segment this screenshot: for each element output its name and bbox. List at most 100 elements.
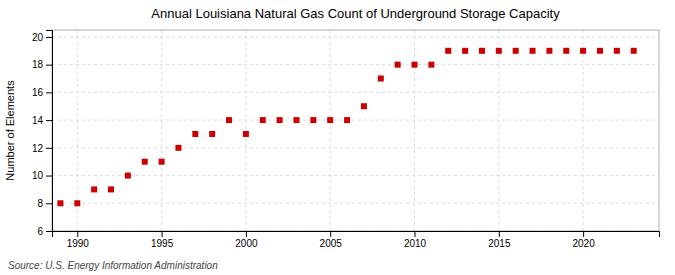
point [175,145,181,151]
tick: 2005 [320,231,343,249]
point [513,48,519,54]
tick-label: 20 [32,32,44,43]
point [310,117,316,123]
tick-mark [46,176,52,177]
grid-line [52,175,659,176]
point [614,48,620,54]
tick-mark [77,231,78,237]
grid-line [583,30,584,231]
tick: 2010 [404,231,427,249]
tick-mark [415,231,416,237]
tick-mark [46,120,52,121]
grid-line [161,30,162,231]
tick-label: 2000 [235,238,258,249]
grid-line [330,30,331,231]
point [327,117,333,123]
point [563,48,569,54]
tick: 18 [32,59,52,70]
tick-mark [46,203,52,204]
grid-line [498,30,499,231]
tick: 8 [37,198,52,209]
point [412,62,418,68]
point [57,200,63,206]
point [209,131,215,137]
point [142,159,148,165]
grid-line [414,30,415,231]
plot-frame [52,30,659,231]
tick-label: 2015 [488,238,511,249]
grid-line [52,64,659,65]
tick-label: 2005 [320,238,343,249]
tick: 2015 [488,231,511,249]
grid-line [52,120,659,121]
point [428,62,434,68]
tick-mark [162,231,163,237]
point [530,48,536,54]
tick-mark [46,231,52,232]
point [125,173,131,179]
point [159,159,165,165]
point [243,131,249,137]
tick: 12 [32,143,52,154]
source-note: Source: U.S. Energy Information Administ… [8,260,218,271]
tick: 10 [32,170,52,181]
grid-line [52,36,659,37]
tick-mark [46,92,52,93]
y-axis-label: Number of Elements [4,80,16,181]
tick-mark [583,231,584,237]
tick-label: 2010 [404,238,427,249]
tick-label: 12 [32,143,44,154]
tick-label: 1995 [151,238,174,249]
point [74,200,80,206]
point [631,48,637,54]
point [546,48,552,54]
point [277,117,283,123]
x-axis: 1990 1995 2000 2005 2010 2015 2020 [53,231,660,249]
tick-mark [46,65,52,66]
grid-line [52,203,659,204]
grid [52,30,659,231]
axis-line [46,31,53,232]
tick: 1995 [151,231,174,249]
points [57,48,636,206]
point [91,186,97,192]
tick-mark [46,148,52,149]
tick: 16 [32,87,52,98]
point [192,131,198,137]
tick-label: 1990 [67,238,90,249]
tick: 1990 [67,231,90,249]
tick-label: 18 [32,59,44,70]
tick-label: 8 [37,198,43,209]
tick-label: 6 [37,226,43,237]
tick: 2020 [573,231,596,249]
tick-mark [46,37,52,38]
point [378,76,384,82]
tick-mark [330,231,331,237]
point [108,186,114,192]
point [479,48,485,54]
tick: 6 [37,226,52,237]
point [344,117,350,123]
tick-label: 2020 [573,238,596,249]
point [293,117,299,123]
grid-line [245,30,246,231]
point [445,48,451,54]
tick: 20 [32,32,52,43]
chart: 1990 1995 2000 2005 2010 2015 2020 6 8 10 12 14 16 18… [0,0,675,275]
tick-label: 14 [32,115,44,126]
tick-mark [246,231,247,237]
tick: 2000 [235,231,258,249]
grid-line [52,147,659,148]
y-axis: 6 8 10 12 14 16 18 20 [32,31,53,237]
plot: 1990 1995 2000 2005 2010 2015 2020 6 8 10 12 14 16 18… [32,30,660,249]
point [496,48,502,54]
title: Annual Louisiana Natural Gas Count of Un… [151,6,560,21]
grid-line [52,92,659,93]
tick-label: 10 [32,170,44,181]
point [462,48,468,54]
axis-line [53,232,660,238]
point [395,62,401,68]
tick-mark [499,231,500,237]
point [226,117,232,123]
point [580,48,586,54]
